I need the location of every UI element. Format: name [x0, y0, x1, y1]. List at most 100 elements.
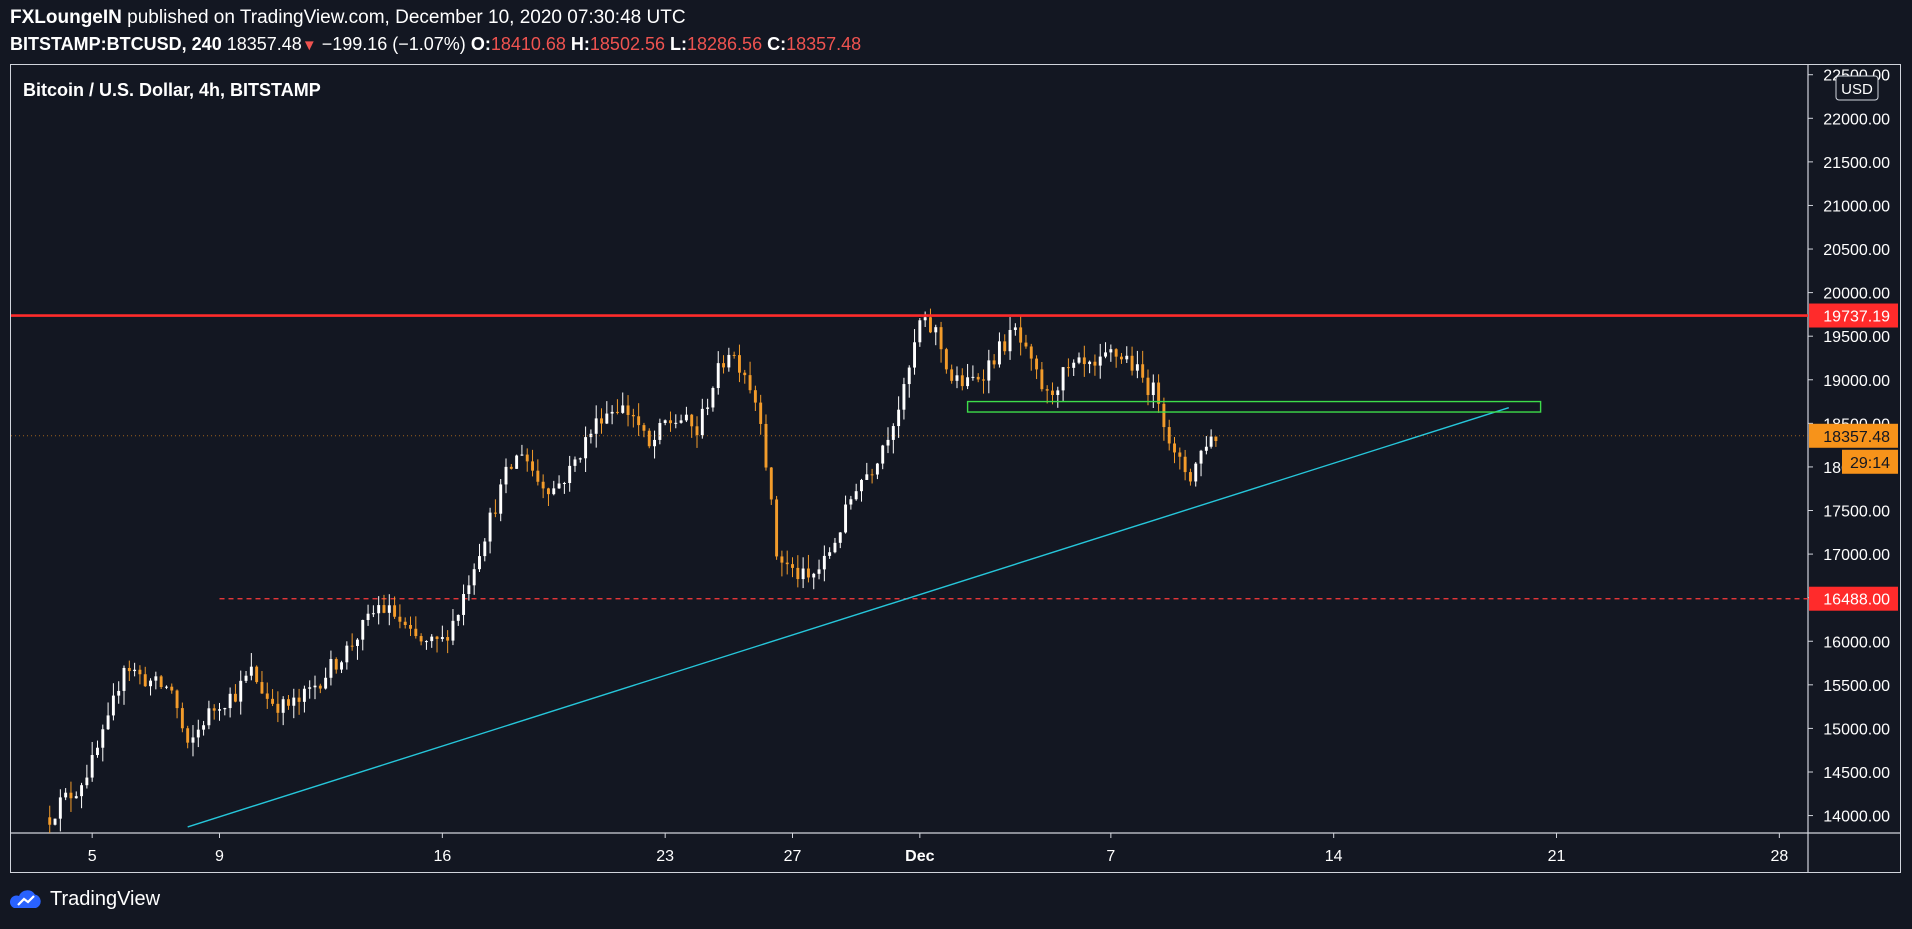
candle-down [1114, 349, 1118, 357]
y-tick-label: 20500.00 [1823, 242, 1890, 259]
candle-up [844, 504, 848, 533]
candle-down [982, 379, 985, 381]
candle-up [515, 455, 519, 469]
candle-up [833, 542, 837, 553]
candle-up [451, 620, 455, 641]
candle-up [1061, 367, 1065, 391]
candle-down [260, 682, 264, 694]
y-tick-label: 16000.00 [1823, 634, 1890, 651]
candle-up [881, 445, 885, 464]
price-change: −199.16 (−1.07%) [321, 34, 466, 54]
candle-up [875, 463, 879, 475]
candle-down [1029, 346, 1033, 359]
candle-down [950, 369, 954, 381]
x-tick-label: 5 [88, 848, 97, 865]
plot-area [11, 308, 1808, 833]
candle-up [329, 659, 333, 678]
resistance-price-tag [1809, 303, 1898, 328]
candle-up [499, 484, 503, 514]
x-tick-label: 16 [433, 848, 451, 865]
candle-up [64, 792, 68, 798]
x-tick-label: 27 [784, 848, 802, 865]
candle-down [414, 628, 418, 637]
candle-down [1214, 436, 1218, 441]
candle-up [96, 747, 99, 756]
candle-down [350, 645, 354, 647]
candle-down [536, 470, 540, 482]
candle-down [764, 423, 768, 468]
author-name[interactable]: FXLoungeIN [10, 7, 122, 28]
candle-down [233, 693, 237, 702]
chart-title: Bitcoin / U.S. Dollar, 4h, BITSTAMP [23, 80, 321, 100]
candle-down [1162, 403, 1166, 428]
candle-down [493, 512, 497, 514]
candle-up [520, 454, 524, 456]
x-tick-label: 23 [656, 848, 674, 865]
candle-down [69, 792, 73, 799]
candle-up [377, 605, 381, 614]
candle-down [127, 667, 131, 672]
candle-up [462, 594, 466, 615]
candle-down [695, 426, 699, 436]
symbol-label: BITSTAMP:BTCUSD [10, 34, 182, 54]
y-tick-label: 17000.00 [1823, 547, 1890, 564]
candle-up [281, 699, 285, 713]
candle-up [1104, 352, 1108, 357]
candle-down [631, 414, 635, 417]
x-tick-label: 28 [1770, 848, 1788, 865]
y-tick-label: 17500.00 [1823, 504, 1890, 521]
candle-up [191, 737, 195, 743]
countdown-label: 29:14 [1850, 455, 1890, 472]
x-tick-label: 9 [215, 848, 224, 865]
candle-up [886, 439, 890, 446]
candle-up [573, 459, 577, 466]
candle-down [960, 375, 964, 387]
candle-down [944, 349, 948, 370]
candle-down [212, 708, 216, 711]
cloud-logo-icon [10, 889, 41, 908]
brand-name: TradingView [50, 888, 161, 910]
candle-down [690, 414, 694, 427]
candle-down [138, 669, 142, 675]
candle-down [255, 666, 259, 683]
candle-up [1135, 364, 1139, 371]
candle-up [552, 488, 556, 495]
candle-up [90, 755, 94, 778]
candle-up [340, 662, 343, 670]
candle-up [207, 708, 211, 726]
candle-up [955, 375, 959, 381]
candle-up [387, 605, 391, 613]
candle-up [440, 637, 444, 639]
candle-up [85, 777, 89, 786]
candle-up [504, 466, 508, 485]
candle-down [669, 420, 672, 424]
candle-up [223, 708, 227, 710]
candle-up [1151, 382, 1155, 396]
candle-down [791, 564, 794, 568]
candle-up [111, 695, 115, 716]
candle-up [133, 669, 137, 672]
last-price-label: 18357.48 [1823, 429, 1890, 446]
candle-up [101, 729, 105, 748]
candle-down [509, 466, 513, 469]
candle-up [218, 709, 221, 711]
candle-down [271, 698, 275, 704]
candle-up [828, 552, 832, 556]
candle-down [785, 562, 789, 565]
candle-up [1072, 362, 1076, 368]
candle-up [700, 408, 704, 436]
candle-up [149, 680, 152, 687]
candle-up [302, 688, 306, 702]
candle-down [546, 488, 550, 495]
tradingview-logo[interactable]: TradingView [10, 888, 160, 911]
candle-up [971, 376, 975, 378]
candle-up [117, 690, 121, 696]
candle-up [196, 729, 200, 738]
candle-down [318, 685, 322, 689]
candle-down [626, 405, 630, 415]
last-price: 18357.48 [226, 34, 302, 54]
candle-up [838, 532, 842, 543]
candle-up [1056, 390, 1060, 396]
candle-up [584, 437, 588, 459]
